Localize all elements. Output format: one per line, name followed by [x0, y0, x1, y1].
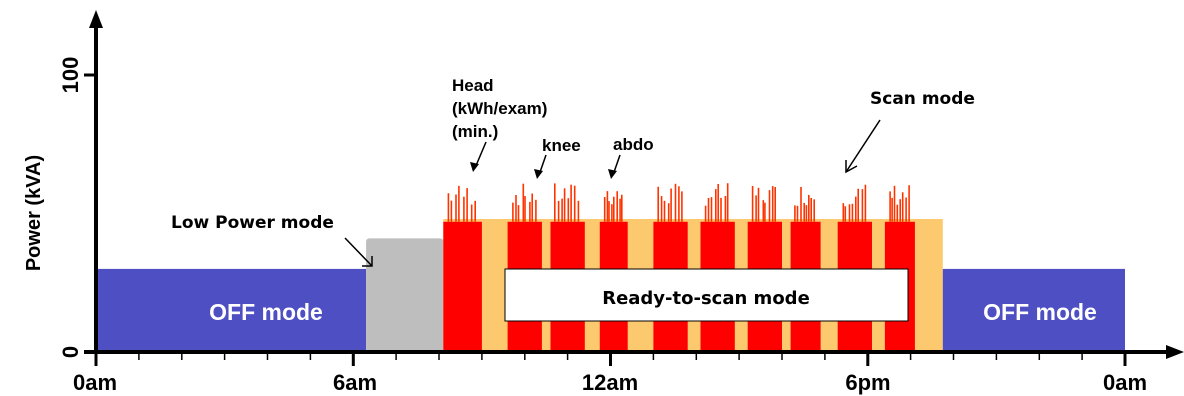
- head-arrow-head: [470, 162, 479, 172]
- x-tick-label-6pm: 6pm: [845, 370, 890, 395]
- scan-mode-arrow: [845, 119, 881, 173]
- y-tick-label-0: 0: [58, 346, 83, 358]
- low-power-arrow: [344, 237, 373, 267]
- knee-arrow-head: [534, 169, 543, 179]
- ready-to-scan-label: Ready-to-scan mode: [602, 288, 810, 309]
- off-band-0: [96, 268, 367, 352]
- y-tick-label-100: 100: [58, 57, 83, 94]
- x-tick-label-0am-end: 0am: [1103, 370, 1147, 395]
- ready-to-scan-box: [504, 268, 909, 322]
- low-power-mode-label: Low Power mode: [171, 213, 334, 233]
- scan-mode-arrow-head: [845, 160, 858, 174]
- abdo-label: abdo: [613, 135, 654, 154]
- y-axis-arrow: [89, 10, 103, 28]
- off-mode-right-label: OFF mode: [983, 299, 1097, 325]
- off-band-3: [942, 268, 1125, 352]
- scan-blocks: [443, 221, 915, 352]
- scan-mode-label: Scan mode: [870, 89, 975, 109]
- head-label-line3: (min.): [452, 122, 498, 141]
- low-power-band-1: [366, 238, 444, 352]
- low-power-arrow-head: [362, 256, 373, 267]
- head-label-line1: Head: [452, 76, 494, 95]
- x-axis-arrow: [1166, 345, 1184, 359]
- x-tick-label-12am: 12am: [582, 370, 638, 395]
- knee-label: knee: [542, 136, 581, 155]
- x-tick-label-0am: 0am: [73, 370, 117, 395]
- x-tick-label-6am: 6am: [333, 370, 377, 395]
- y-axis-label: Power (kVA): [23, 155, 45, 271]
- scan-block-0: [443, 221, 482, 352]
- scan-spikes: [447, 183, 910, 222]
- x-ticks: [94, 352, 1127, 366]
- off-mode-left-label: OFF mode: [209, 299, 323, 325]
- head-label-line2: (kWh/exam): [452, 99, 547, 118]
- abdo-arrow-head: [608, 169, 617, 179]
